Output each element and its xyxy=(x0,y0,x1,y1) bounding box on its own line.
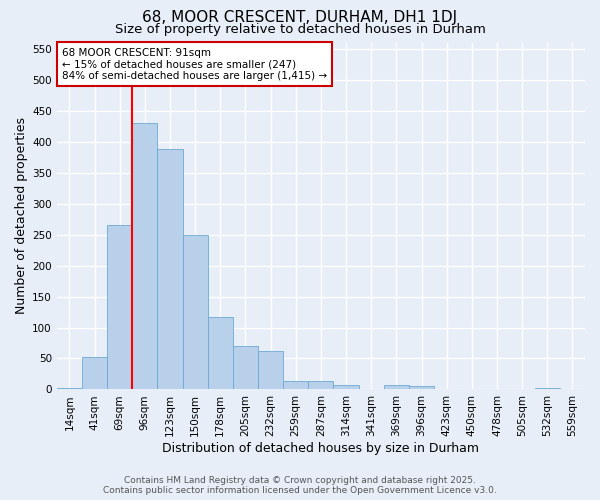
Text: 68 MOOR CRESCENT: 91sqm
← 15% of detached houses are smaller (247)
84% of semi-d: 68 MOOR CRESCENT: 91sqm ← 15% of detache… xyxy=(62,48,327,81)
Y-axis label: Number of detached properties: Number of detached properties xyxy=(15,118,28,314)
X-axis label: Distribution of detached houses by size in Durham: Distribution of detached houses by size … xyxy=(163,442,479,455)
Bar xyxy=(132,123,157,390)
Bar xyxy=(182,234,208,390)
Bar xyxy=(208,317,233,390)
Bar xyxy=(409,386,434,390)
Bar xyxy=(233,346,258,390)
Bar xyxy=(107,226,132,390)
Bar xyxy=(157,149,182,390)
Bar xyxy=(258,351,283,390)
Bar xyxy=(334,384,359,390)
Bar xyxy=(535,388,560,390)
Text: Size of property relative to detached houses in Durham: Size of property relative to detached ho… xyxy=(115,22,485,36)
Text: 68, MOOR CRESCENT, DURHAM, DH1 1DJ: 68, MOOR CRESCENT, DURHAM, DH1 1DJ xyxy=(142,10,458,25)
Bar xyxy=(384,385,409,390)
Bar xyxy=(283,382,308,390)
Text: Contains HM Land Registry data © Crown copyright and database right 2025.
Contai: Contains HM Land Registry data © Crown c… xyxy=(103,476,497,495)
Bar xyxy=(82,357,107,390)
Bar xyxy=(308,382,334,390)
Bar xyxy=(57,388,82,390)
